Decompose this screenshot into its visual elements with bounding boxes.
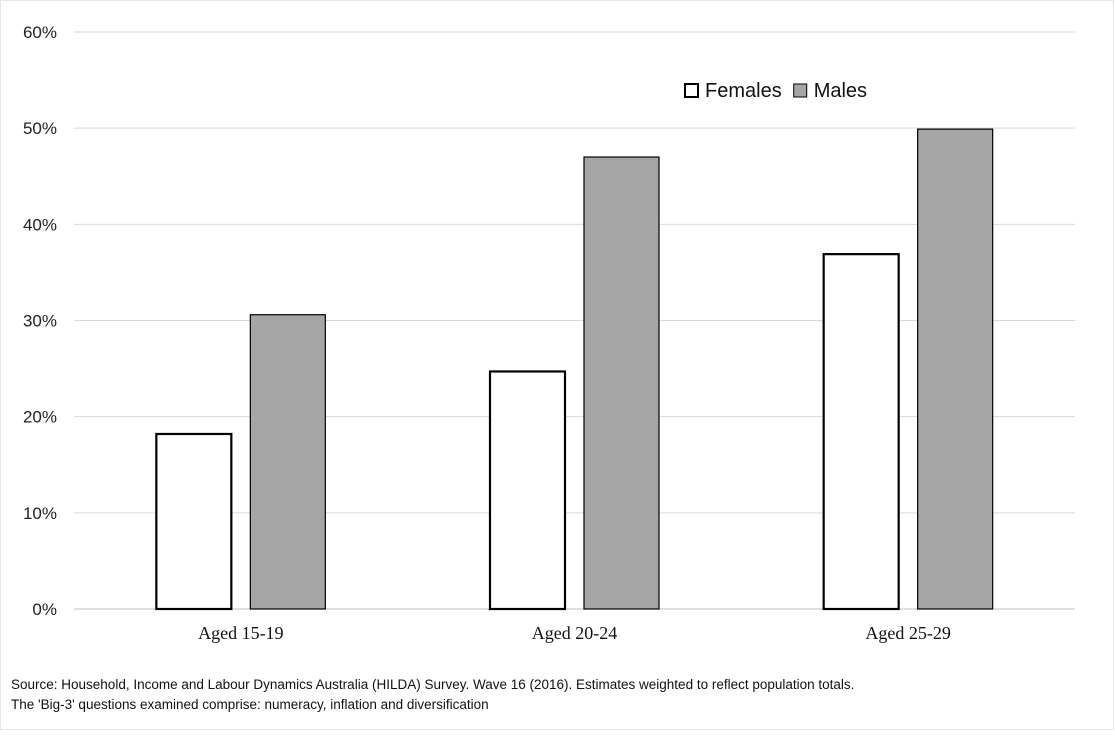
bar-males — [917, 128, 994, 610]
bar-males — [249, 314, 326, 610]
y-tick-label: 50% — [23, 119, 57, 138]
bar-females — [488, 370, 567, 611]
y-tick-label: 60% — [23, 23, 57, 42]
x-tick-label: Aged 25-29 — [865, 623, 950, 643]
y-tick-label: 0% — [32, 600, 57, 619]
legend-swatch-females — [684, 83, 699, 98]
source-note: Source: Household, Income and Labour Dyn… — [11, 677, 855, 692]
x-tick-label: Aged 15-19 — [198, 623, 283, 643]
y-tick-label: 30% — [23, 312, 57, 331]
questions-note: The 'Big-3' questions examined comprise:… — [11, 697, 489, 712]
legend-swatch-males — [793, 83, 808, 98]
bar-females — [822, 253, 900, 611]
y-tick-label: 20% — [23, 408, 57, 427]
bar-females — [155, 432, 233, 611]
legend-label-females: Females — [705, 80, 782, 102]
x-tick-label: Aged 20-24 — [532, 623, 617, 643]
y-tick-label: 40% — [23, 215, 57, 234]
bar-males — [583, 156, 660, 610]
legend-label-males: Males — [814, 80, 867, 102]
y-tick-label: 10% — [23, 504, 57, 523]
